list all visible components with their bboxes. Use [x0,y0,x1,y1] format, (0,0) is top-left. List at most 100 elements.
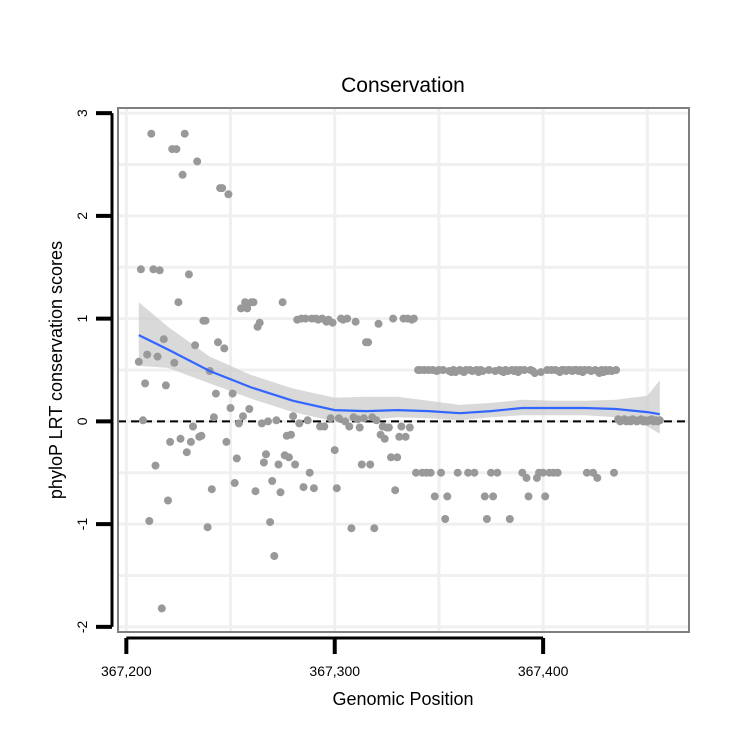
data-point [426,468,435,477]
data-point [284,453,293,462]
data-point [541,492,550,501]
data-point [239,412,247,421]
data-point [251,487,260,496]
data-point [655,416,664,425]
data-point [299,483,308,492]
data-point [214,338,222,347]
data-point [153,352,162,361]
data-point [184,270,193,279]
data-point [255,318,264,327]
data-point [370,524,379,533]
data-point [211,389,220,398]
data-point [441,515,450,523]
panel-border [117,107,690,633]
data-point [487,468,495,477]
data-point [489,492,498,501]
data-point [345,422,354,431]
data-point [395,432,404,441]
data-point [172,145,181,154]
data-point [220,344,229,353]
data-point [384,423,393,432]
data-point [207,485,216,494]
data-point [305,468,314,477]
data-point [182,448,191,457]
data-point [328,318,337,327]
data-point [155,266,164,275]
data-point [180,129,189,138]
data-point [268,477,277,485]
data-point [391,486,400,495]
data-point [145,517,154,525]
data-point [353,415,362,424]
data-point [257,419,266,428]
data-point [224,190,233,199]
data-point [164,496,172,505]
data-point [330,446,339,455]
y-tick-label: 0 [74,417,90,425]
data-point [237,304,245,313]
data-point [470,468,479,477]
data-point [530,369,539,378]
data-point [249,298,258,307]
data-point [387,453,395,462]
data-point [234,419,243,428]
data-point [478,367,487,375]
data-point [147,129,156,138]
data-point [355,423,364,432]
x-tick-label: 367,200 [101,663,152,679]
data-point [264,417,272,426]
data-point [272,416,281,425]
data-point [389,314,398,323]
y-tick-label: 1 [74,314,90,322]
data-point [493,468,502,477]
data-point [270,552,279,560]
data-point [582,468,591,477]
data-point [232,454,241,463]
data-point [351,317,360,326]
data-point [139,416,147,425]
data-point [174,298,183,307]
data-points [134,129,664,613]
data-point [522,473,531,482]
data-point [143,350,152,359]
data-point [149,265,158,274]
data-point [159,335,168,344]
data-point [136,265,145,274]
data-point [320,422,329,431]
data-point [245,405,254,413]
data-point [203,523,212,532]
data-point [274,460,283,469]
x-axis: 367,200 367,300 367,400 [101,636,569,679]
data-point [437,468,445,477]
data-point [347,524,356,533]
data-point [209,413,218,422]
y-axis-label: phyloP LRT conservation scores [46,241,66,499]
data-point [334,414,343,423]
data-point [443,492,452,501]
data-point [170,358,179,367]
data-point [539,468,548,477]
data-point [266,518,275,527]
data-point [380,434,389,443]
data-point [357,460,366,469]
data-point [309,484,318,493]
data-point [326,414,335,423]
chart-title: Conservation [341,74,465,97]
data-point [287,430,295,439]
data-point [610,468,618,477]
x-tick-label: 367,400 [518,663,569,679]
data-point [397,422,406,431]
confidence-ribbon [138,302,660,434]
y-axis: -2 -1 0 1 2 3 [74,109,114,633]
data-point [259,458,268,467]
data-point [366,460,375,469]
data-point [374,319,383,328]
data-point [276,488,285,497]
data-point [191,341,200,350]
data-point [439,366,448,374]
data-point [484,366,493,374]
data-point [278,298,287,307]
data-point [222,437,231,446]
x-tick-label: 367,300 [309,663,360,679]
